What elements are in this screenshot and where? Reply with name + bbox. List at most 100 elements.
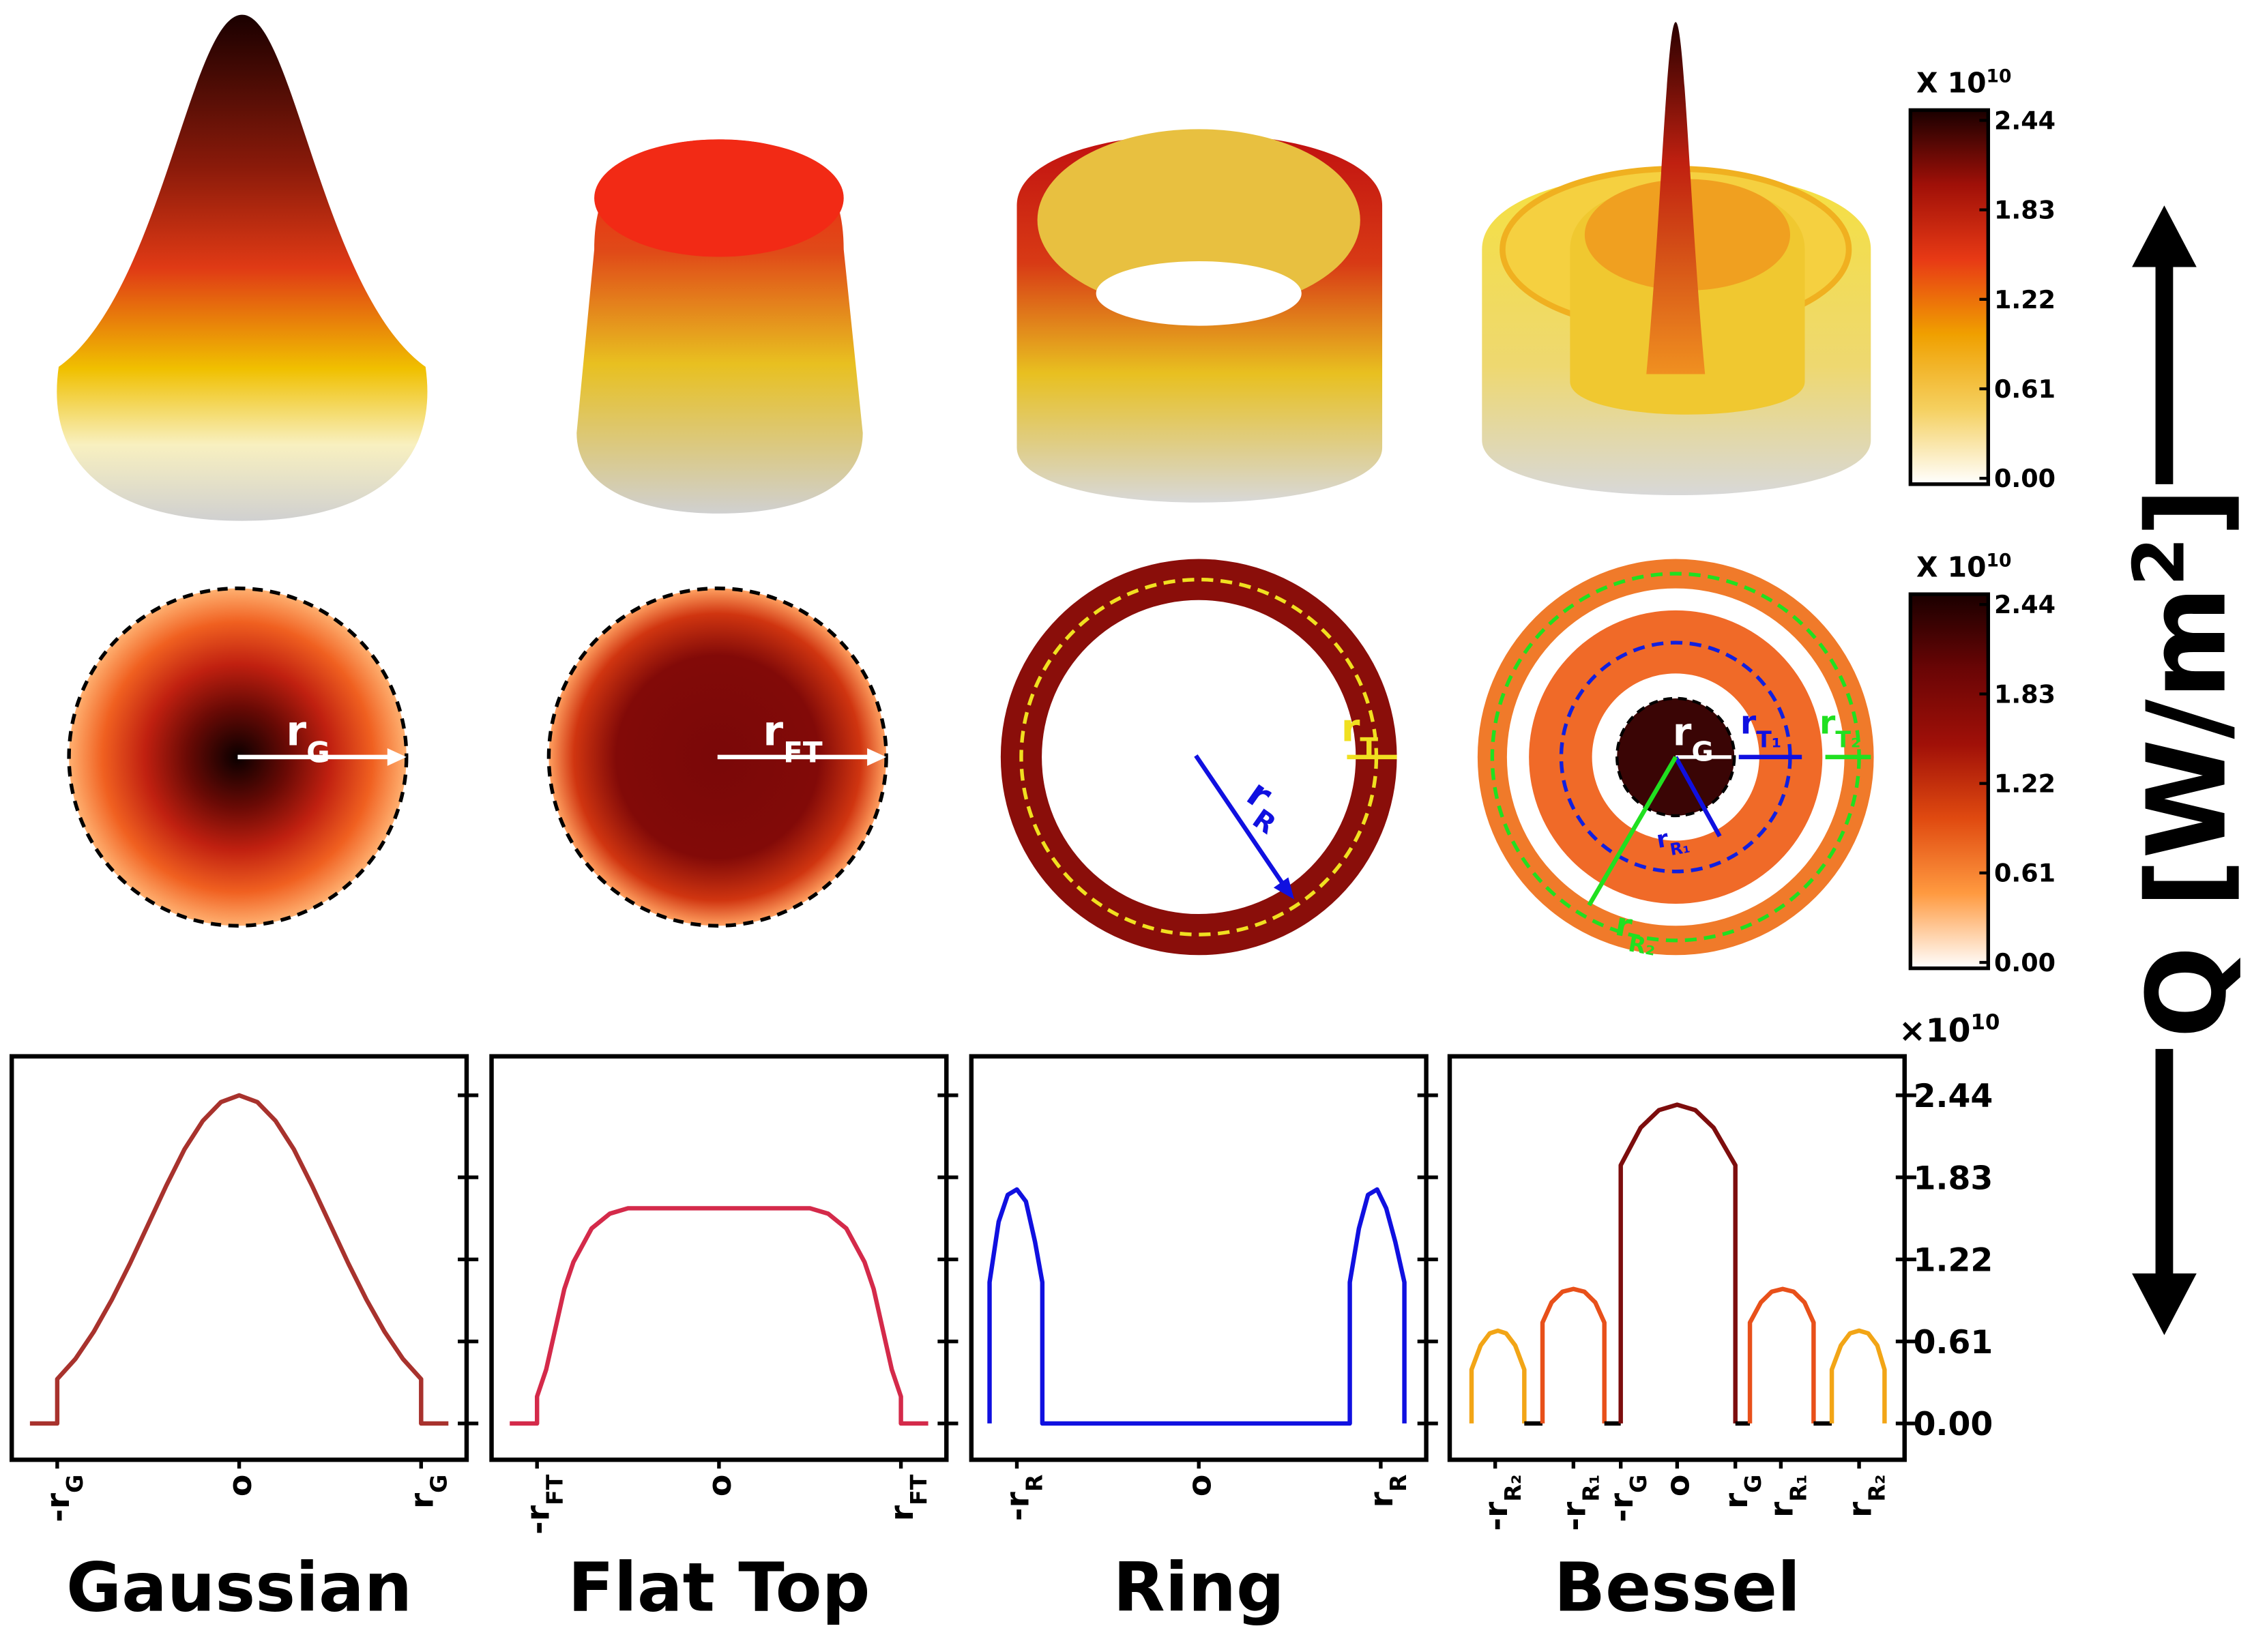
colorbar-multiplier-sup: 10 (1987, 550, 2012, 571)
x-tick-label-main: r (883, 1505, 921, 1521)
map-annotation-sub: T (1360, 733, 1378, 763)
map-annotation: rR₂ (1611, 906, 1662, 960)
ring-opening (1037, 129, 1360, 312)
y-tick-label: 1.83 (1914, 1160, 1993, 1197)
x-tick-label: rG (403, 1475, 451, 1509)
x-tick-label-main: o (222, 1475, 259, 1497)
x-tick-label-sub: G (1739, 1475, 1766, 1493)
map-annotation-main: r (1819, 704, 1836, 741)
colorbar-multiplier: X 1010 (1916, 65, 2012, 99)
map-annotation-sub: T₁ (1756, 726, 1781, 752)
x-tick-label-sub: FT (541, 1474, 568, 1505)
arrow-head (387, 748, 407, 766)
map-annotation-sub: R₁ (1669, 837, 1692, 859)
x-tick-label-main: o (1181, 1475, 1218, 1497)
axis-label-main: Q [W/m (2124, 586, 2251, 1038)
colorbar-tick-label: 0.61 (1994, 859, 2056, 888)
colorbar-tick-label: 0.61 (1994, 374, 2056, 404)
arrow (1673, 756, 1722, 838)
x-tick-label: -rR₂ (1478, 1475, 1526, 1531)
x-tick-label: rR (1363, 1475, 1411, 1508)
x-tick-label-main: o (1660, 1475, 1697, 1497)
x-tick-label: -rG (40, 1475, 87, 1522)
colorbar-tick-label: 0.00 (1994, 948, 2056, 977)
x-tick-label-sub: R (1021, 1475, 1047, 1492)
x-tick-label: o (701, 1475, 739, 1497)
map-annotation-main: r (1740, 704, 1757, 741)
colorbar-tick-label: 2.44 (1994, 590, 2056, 619)
heat-maps (67, 559, 1874, 956)
colorbar-tick-label: 1.83 (1994, 679, 2056, 709)
map-annotation: rT₁ (1740, 704, 1781, 752)
map-annotation: rT (1341, 706, 1379, 763)
x-tick-label: -rR₁ (1556, 1475, 1605, 1531)
x-tick-label-main: -r (40, 1492, 77, 1522)
x-tick-label-main: -r (999, 1491, 1037, 1521)
colorbar-multiplier-main: X 10 (1916, 67, 1987, 100)
x-tick-label: rFT (883, 1474, 931, 1521)
x-tick-label-sub: R₁ (1785, 1475, 1811, 1502)
x-tick-label: o (222, 1475, 259, 1497)
x-tick-label-main: o (701, 1475, 739, 1497)
map-annotation-main: r (1673, 711, 1692, 755)
chart-title: Flat Top (568, 1549, 870, 1627)
colorbar-tick-label: 1.22 (1994, 769, 2056, 799)
y-multiplier: ×1010 (1899, 1010, 2000, 1050)
x-tick-label-sub: R₂ (1499, 1475, 1525, 1502)
line (1540, 1286, 1607, 1424)
plot-frame (489, 1054, 949, 1462)
map-annotation-main: r (286, 708, 306, 756)
x-tick-label-main: r (403, 1492, 441, 1509)
x-tick-label-main: -r (1556, 1501, 1594, 1531)
chart-title: Gaussian (66, 1549, 412, 1627)
axis-label-end: ] (2124, 488, 2251, 537)
ring-hole (1096, 261, 1302, 326)
chart-title: Ring (1113, 1549, 1285, 1627)
colorbar-tick-label: 0.00 (1994, 464, 2056, 493)
line (987, 1187, 1407, 1426)
map-annotation: rG (286, 708, 330, 769)
colorbar-multiplier-sup: 10 (1987, 65, 2012, 87)
line (1829, 1328, 1887, 1424)
y-tick-label: 2.44 (1914, 1078, 1993, 1115)
y-tick-label: 1.22 (1914, 1242, 1993, 1280)
y-multiplier-main: ×10 (1899, 1012, 1970, 1050)
map-annotation: rG (1673, 711, 1714, 768)
x-tick-label-main: r (1764, 1501, 1801, 1518)
x-tick-label: rG (1718, 1475, 1766, 1509)
y-tick-label: 0.00 (1914, 1406, 1993, 1443)
colorbar-tick-label: 1.83 (1994, 196, 2056, 225)
x-tick-label-main: -r (519, 1505, 557, 1535)
y-multiplier-sup: 10 (1971, 1010, 2000, 1035)
y-tick-label: 0.61 (1914, 1324, 1993, 1361)
bessel-spike (1646, 22, 1706, 374)
colorbar (1908, 108, 1991, 486)
axis-label: Q [W/m2] (2119, 488, 2251, 1039)
x-tick-label-main: -r (1478, 1501, 1515, 1531)
x-tick-label: -rFT (519, 1474, 567, 1535)
colorbar (1908, 592, 1991, 971)
plot-frame (1447, 1054, 1907, 1462)
gaussian-surface (57, 14, 428, 521)
colorbar-tick-label: 2.44 (1994, 106, 2056, 135)
x-tick-label-sub: G (1624, 1475, 1651, 1493)
map-annotation-sub: G (1692, 737, 1714, 767)
flat-top-cap (594, 139, 844, 257)
arrow-head (2132, 205, 2197, 267)
arrow (1587, 756, 1678, 906)
x-tick-label-sub: R₁ (1577, 1475, 1604, 1502)
x-tick-label: rR₁ (1764, 1475, 1812, 1518)
arrow (1194, 754, 1287, 889)
plot-frame (9, 1054, 469, 1462)
line (510, 1206, 928, 1426)
axis-label-sup: 2 (2119, 537, 2201, 586)
x-tick-label: o (1660, 1475, 1697, 1497)
x-tick-label-main: r (1363, 1491, 1401, 1507)
x-tick-label-main: r (1841, 1501, 1879, 1518)
x-tick-label-sub: G (61, 1475, 88, 1493)
x-tick-label-main: -r (1603, 1492, 1641, 1522)
map-annotation: rR₁ (1654, 822, 1691, 861)
